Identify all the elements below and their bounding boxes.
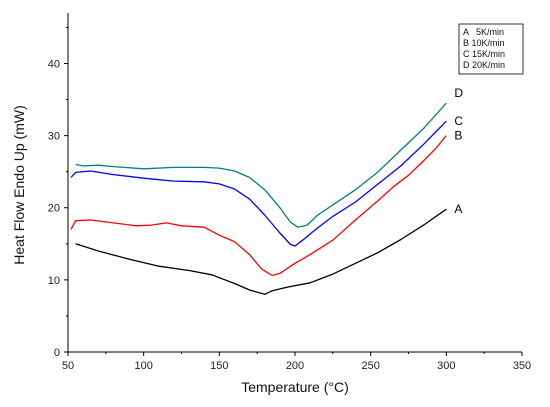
legend-entry-a: A 5K/min [463, 27, 504, 37]
x-axis: 50 100 150 200 250 300 350 [62, 352, 531, 372]
series-end-label-d: D [454, 86, 463, 100]
x-tick-label: 150 [210, 360, 228, 372]
x-tick-label: 300 [437, 360, 455, 372]
series-line-d [75, 102, 447, 228]
series-line-b [70, 135, 447, 277]
legend: A 5K/min B 10K/min C 15K/min D 20K/min [458, 23, 524, 75]
x-tick-label: 350 [513, 360, 531, 372]
legend-entry-b: B 10K/min [463, 38, 505, 48]
legend-entry-c: C 15K/min [463, 49, 505, 59]
x-tick-label: 100 [134, 360, 152, 372]
y-tick-label: 30 [48, 131, 60, 143]
series-end-labels: A BCD [454, 86, 463, 216]
y-tick-label: 0 [54, 347, 60, 359]
series-end-label-b: B [454, 129, 462, 143]
plot-area [67, 13, 522, 353]
series-layer [70, 102, 447, 295]
series-line-c [70, 120, 447, 247]
legend-entry-d: D 20K/min [463, 60, 505, 70]
x-tick-label: 250 [361, 360, 379, 372]
x-axis-title: Temperature (°C) [241, 379, 349, 395]
legend-box [458, 23, 524, 75]
series-line-a [75, 208, 447, 295]
x-tick-label: 50 [62, 360, 74, 372]
series-end-label-c: C [454, 114, 463, 128]
y-tick-label: 20 [48, 203, 60, 215]
y-tick-label: 10 [48, 275, 60, 287]
y-axis: 0 10 20 30 40 [48, 26, 68, 359]
y-axis-title: Heat Flow Endo Up (mW) [11, 105, 27, 264]
series-end-label-a: A [454, 202, 462, 216]
y-tick-label: 40 [48, 58, 60, 70]
x-tick-label: 200 [286, 360, 304, 372]
